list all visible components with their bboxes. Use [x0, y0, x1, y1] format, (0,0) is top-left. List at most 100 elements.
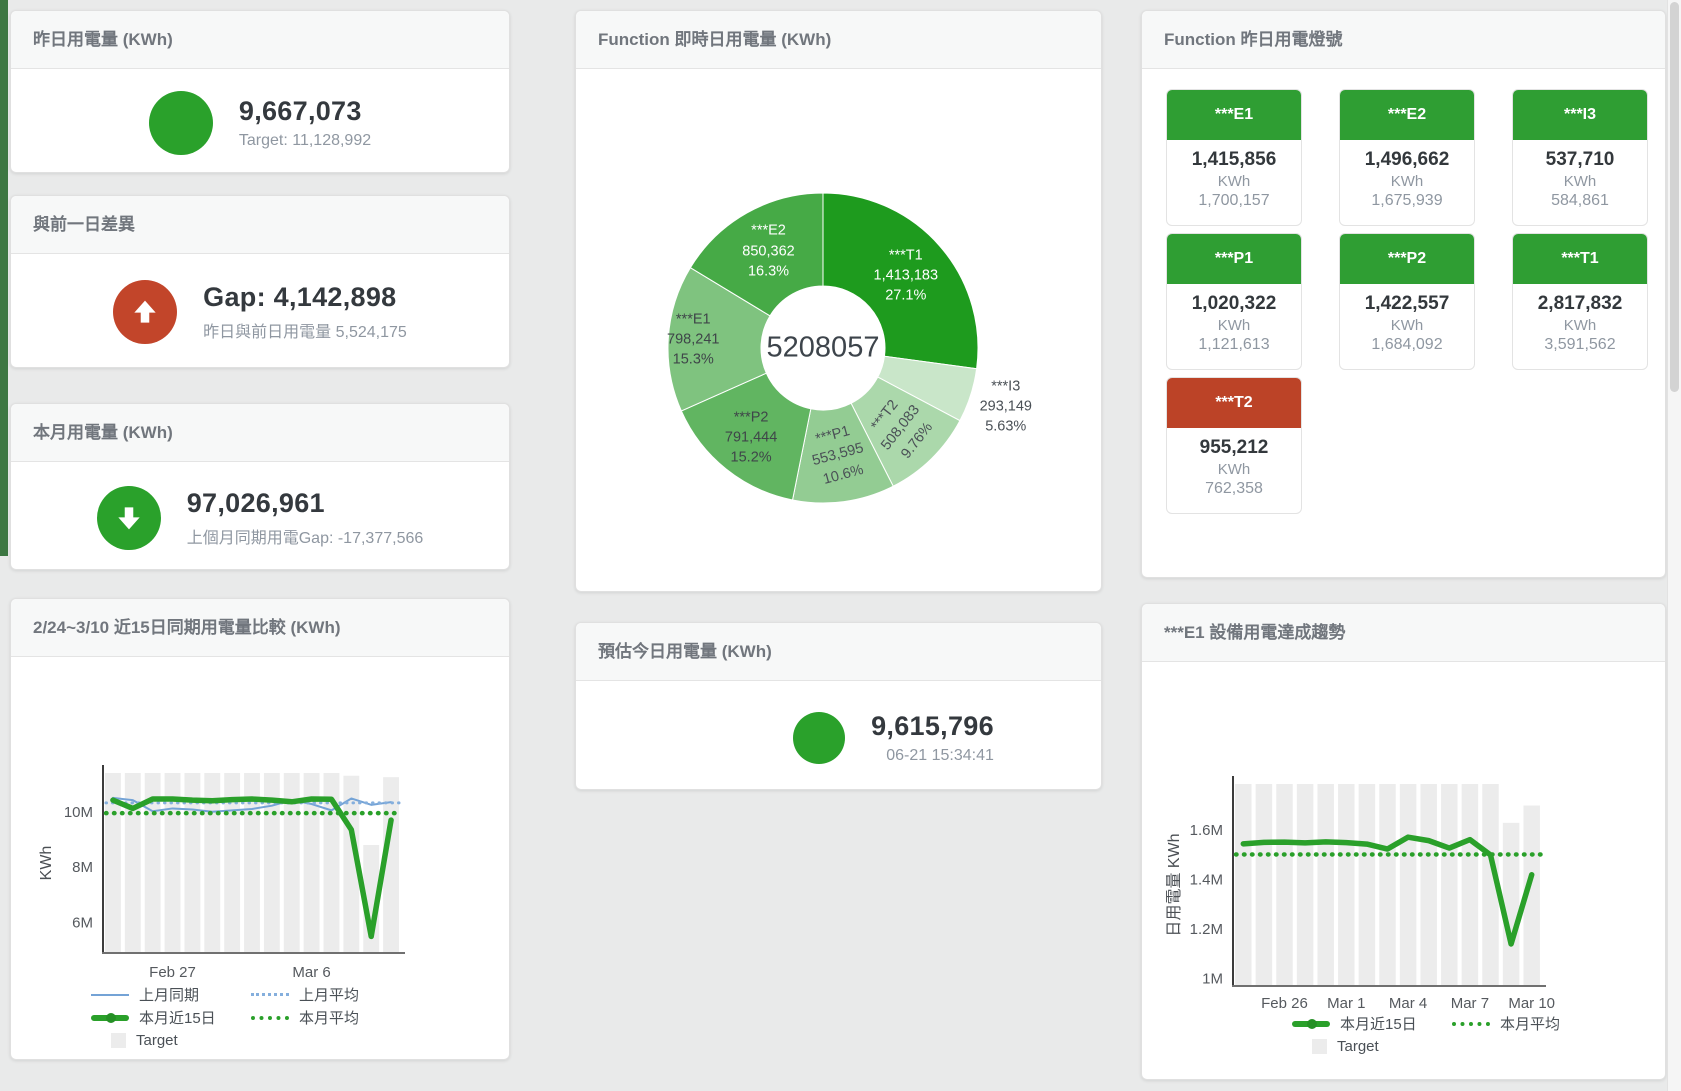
card-compare-chart: 2/24~3/10 近15日同期用電量比較 (KWh) 6M 8M 10M Feb 2…: [10, 598, 510, 1060]
light-tile-i3-name: ***I3: [1513, 90, 1647, 140]
legend-item[interactable]: 本月平均: [251, 1007, 359, 1028]
scrollbar-thumb[interactable]: [1670, 2, 1679, 392]
estimate-kpi: 9,615,796 06-21 15:34:41: [871, 711, 994, 765]
target-bar: [184, 773, 201, 953]
donut-slice-E2[interactable]: [689, 192, 824, 317]
compare-chart-canvas: 6M 8M 10M Feb 27 Mar 6 KWh: [38, 765, 405, 981]
svg-text:1.2M: 1.2M: [1190, 921, 1223, 938]
light-tile-p1-unit: KWh: [1217, 317, 1251, 334]
svg-text:日用電量 KWh: 日用電量 KWh: [1166, 833, 1183, 936]
light-tile-t2-target: 762,358: [1205, 480, 1263, 497]
legend-swatch-dots-blue: [251, 993, 289, 996]
estimate-card-header: 預估今日用電量 (KWh): [576, 623, 1101, 681]
light-tile-t2[interactable]: ***T2 955,212 KWh 762,358: [1166, 377, 1302, 514]
target-bar: [1358, 784, 1376, 986]
svg-text:Mar 10: Mar 10: [1508, 995, 1555, 1012]
arrow-up-icon: [113, 280, 178, 344]
light-tile-e1-unit: KWh: [1217, 173, 1251, 190]
legend-item[interactable]: 本月近15日: [1292, 1013, 1452, 1034]
legend-swatch-box-gray: [111, 1033, 126, 1048]
light-tile-t2-unit: KWh: [1217, 461, 1251, 478]
vertical-scrollbar[interactable]: [1667, 0, 1681, 1091]
target-bar: [1338, 784, 1355, 986]
target-bar: [383, 777, 400, 953]
trend-chart-legend: 本月近15日 本月平均 Target: [1292, 1012, 1560, 1058]
yesterday-target: Target: 11,128,992: [238, 132, 372, 149]
donut-chart: [576, 69, 1103, 593]
target-bar: [1317, 784, 1334, 986]
svg-text:Mar 4: Mar 4: [1389, 995, 1427, 1012]
month-sub: 上個月同期用電Gap: -17,377,566: [186, 530, 424, 547]
light-tile-e2[interactable]: ***E2 1,496,662 KWh 1,675,939: [1339, 89, 1475, 226]
svg-text:1.6M: 1.6M: [1190, 822, 1223, 839]
target-bar: [1235, 784, 1252, 986]
light-tile-p2-target: 1,684,092: [1371, 336, 1443, 353]
gap-value: Gap: 4,142,898: [203, 282, 397, 312]
light-tile-e2-value: 1,496,662: [1364, 149, 1450, 170]
light-tile-e1[interactable]: ***E1 1,415,856 KWh 1,700,157: [1166, 89, 1302, 226]
card-yesterday-header: 昨日用電量 (KWh): [11, 11, 509, 69]
light-tile-p2-unit: KWh: [1390, 317, 1424, 334]
legend-item[interactable]: 上月平均: [251, 984, 359, 1005]
light-tile-p2[interactable]: ***P2 1,422,557 KWh 1,684,092: [1339, 233, 1475, 370]
light-tile-t1-name: ***T1: [1513, 234, 1647, 284]
light-tile-p1-target: 1,121,613: [1198, 336, 1270, 353]
light-tile-e1-name: ***E1: [1167, 90, 1301, 140]
compare-chart-header: 2/24~3/10 近15日同期用電量比較 (KWh): [11, 599, 509, 657]
card-gap-header: 與前一日差異: [11, 196, 509, 254]
lights-tiles-grid: ***E1 1,415,856 KWh 1,700,157 ***E2 1,49…: [1166, 89, 1648, 514]
target-bar: [1276, 784, 1293, 986]
svg-text:KWh: KWh: [38, 846, 55, 881]
light-tile-e1-target: 1,700,157: [1198, 192, 1270, 209]
trend-chart-canvas: 1M 1.2M 1.4M 1.6M Feb 26 Mar 1 Mar 4 Mar 7 Mar 1…: [1166, 776, 1555, 1012]
lights-card-header: Function 昨日用電燈號: [1142, 11, 1665, 69]
legend-swatch-thick-green: [1292, 1018, 1330, 1029]
svg-text:Mar 1: Mar 1: [1327, 995, 1365, 1012]
target-bar: [1420, 784, 1437, 986]
legend-swatch-dots-green: [251, 1015, 289, 1020]
svg-text:6M: 6M: [72, 915, 93, 932]
month-value: 97,026,961: [186, 488, 325, 518]
target-bar: [323, 773, 340, 953]
legend-item[interactable]: 本月近15日: [91, 1007, 251, 1028]
donut-slice-P2[interactable]: [680, 372, 812, 501]
card-gap-prev-day: 與前一日差異 Gap: 4,142,898 昨日與前日用電量 5,524,175: [10, 195, 510, 368]
light-tile-t1[interactable]: ***T1 2,817,832 KWh 3,591,562: [1512, 233, 1648, 370]
light-tile-t2-name: ***T2: [1167, 378, 1301, 428]
donut-card-header: Function 即時日用電量 (KWh): [576, 11, 1101, 69]
legend-item[interactable]: 上月同期: [91, 984, 251, 1005]
light-tile-i3-target: 584,861: [1551, 192, 1609, 209]
target-bar: [303, 773, 320, 953]
trend-chart-title: ***E1 設備用電達成趨勢: [1164, 623, 1346, 642]
legend-swatch-line-blue: [91, 993, 129, 996]
light-tile-t2-value: 955,212: [1199, 437, 1269, 458]
legend-item[interactable]: 本月平均: [1452, 1013, 1560, 1034]
donut-slice-E1[interactable]: [667, 266, 771, 412]
target-bar: [124, 773, 141, 953]
legend-swatch-box-gray: [1312, 1039, 1327, 1054]
light-tile-e1-value: 1,415,856: [1191, 149, 1277, 170]
target-bar: [104, 773, 121, 953]
compare-chart-legend: 上月同期 上月平均 本月近15日 本月平均 Target: [91, 983, 359, 1052]
card-trend-chart: ***E1 設備用電達成趨勢 1M 1.2M 1.4M 1.6M Feb 26 Mar 1…: [1141, 603, 1666, 1080]
light-tile-p1-name: ***P1: [1167, 234, 1301, 284]
gap-kpi-row: Gap: 4,142,898 昨日與前日用電量 5,524,175: [11, 280, 509, 344]
target-bar: [283, 773, 300, 953]
arrow-down-icon: [96, 486, 161, 550]
light-tile-p1[interactable]: ***P1 1,020,322 KWh 1,121,613: [1166, 233, 1302, 370]
donut-slice-T1[interactable]: [822, 192, 979, 370]
legend-item[interactable]: Target: [1312, 1038, 1472, 1055]
donut-card-title: Function 即時日用電量 (KWh): [598, 30, 832, 49]
light-tile-i3-unit: KWh: [1563, 173, 1597, 190]
estimate-kpi-row: 9,615,796 06-21 15:34:41: [576, 711, 1101, 765]
green-status-circle-icon: [793, 712, 846, 764]
target-bar: [1399, 784, 1417, 986]
card-yesterday-title: 昨日用電量 (KWh): [33, 30, 173, 49]
compare-chart-title: 2/24~3/10 近15日同期用電量比較 (KWh): [33, 618, 341, 637]
light-tile-i3[interactable]: ***I3 537,710 KWh 584,861: [1512, 89, 1648, 226]
svg-text:Feb 27: Feb 27: [149, 964, 196, 981]
legend-item[interactable]: Target: [111, 1032, 271, 1049]
collapsed-sidebar-strip: [0, 0, 8, 556]
target-bar: [1379, 784, 1396, 986]
yesterday-kpi-row: 9,667,073 Target: 11,128,992: [11, 91, 509, 155]
